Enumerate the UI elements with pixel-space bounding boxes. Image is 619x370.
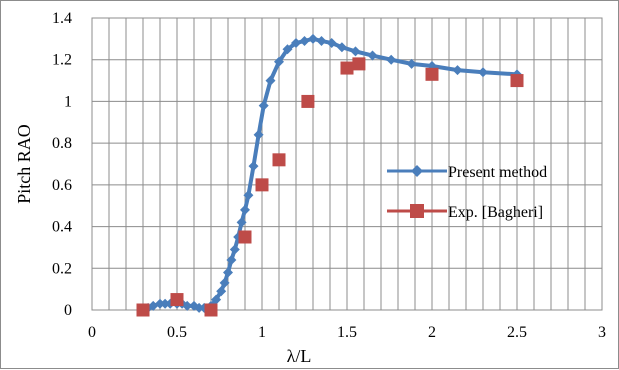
data-point-present-method	[248, 161, 259, 172]
y-tick-label: 0	[64, 302, 72, 319]
data-point-present-method	[406, 58, 417, 69]
y-tick-label: 0.6	[52, 177, 72, 194]
data-point-present-method	[226, 254, 237, 265]
x-tick-label: 2	[428, 324, 436, 341]
legend-marker-exp-bagheri	[410, 204, 424, 218]
data-point-present-method	[194, 302, 205, 313]
data-point-present-method	[316, 35, 327, 46]
data-point-present-method	[240, 204, 250, 215]
data-point-exp-bagheri	[204, 303, 218, 317]
data-point-present-method	[236, 217, 247, 228]
tick-labels: 0 0.2 0.4 0.6 0.8 1 1.2 1.4 0 0.5 1 1.5 2 2.5 3	[52, 10, 606, 341]
y-tick-label: 1.2	[52, 52, 72, 69]
data-point-present-method	[478, 67, 488, 78]
data-point-present-method	[216, 286, 227, 297]
data-point-present-method	[452, 65, 463, 76]
x-tick-label: 3	[598, 324, 606, 341]
data-point-exp-bagheri	[352, 57, 366, 71]
x-tick-label: 0	[88, 324, 96, 341]
data-point-present-method	[291, 38, 301, 49]
grid	[92, 18, 602, 310]
legend-marker-present-method	[411, 165, 423, 177]
data-point-present-method	[253, 129, 264, 140]
data-point-present-method	[155, 298, 165, 309]
data-point-present-method	[219, 277, 230, 288]
data-point-present-method	[265, 75, 276, 86]
data-point-present-method	[211, 294, 222, 305]
data-point-present-method	[326, 38, 337, 49]
data-point-exp-bagheri	[510, 74, 524, 88]
data-point-present-method	[282, 44, 293, 55]
y-tick-label: 1	[64, 93, 72, 110]
data-point-exp-bagheri	[255, 178, 269, 192]
data-point-present-method	[308, 33, 318, 44]
data-point-exp-bagheri	[170, 293, 184, 307]
data-point-present-method	[229, 244, 240, 255]
y-tick-label: 0.2	[52, 260, 72, 277]
plot-area	[91, 17, 603, 311]
data-point-present-method	[386, 54, 397, 65]
data-point-present-method	[299, 35, 310, 46]
y-tick-label: 0.4	[52, 219, 72, 236]
data-point-exp-bagheri	[340, 61, 354, 75]
series-exp-bagheri	[136, 57, 524, 317]
data-point-present-method	[367, 50, 378, 61]
y-tick-label: 0.8	[52, 135, 72, 152]
data-point-present-method	[336, 42, 347, 53]
x-tick-label: 1	[258, 324, 266, 341]
data-point-present-method	[223, 267, 233, 278]
y-tick-label: 1.4	[52, 10, 72, 27]
data-point-present-method	[160, 298, 171, 309]
data-point-present-method	[243, 190, 254, 201]
data-point-present-method	[274, 56, 284, 67]
y-axis-title: Pitch RAO	[14, 124, 34, 204]
data-point-exp-bagheri	[425, 67, 439, 81]
series-layer	[136, 33, 524, 317]
legend: Present method Exp. [Bagheri]	[387, 164, 547, 221]
data-point-exp-bagheri	[301, 94, 315, 108]
data-point-present-method	[350, 46, 361, 57]
legend-label-exp-bagheri: Exp. [Bagheri]	[448, 204, 543, 221]
x-tick-label: 0.5	[167, 324, 187, 341]
legend-label-present-method: Present method	[448, 164, 547, 181]
x-tick-label: 1.5	[337, 324, 357, 341]
data-point-exp-bagheri	[136, 303, 150, 317]
data-point-present-method	[258, 100, 269, 111]
data-point-present-method	[182, 300, 193, 311]
data-point-exp-bagheri	[272, 153, 286, 167]
x-tick-label: 2.5	[507, 324, 527, 341]
x-axis-title: λ/L	[287, 346, 312, 366]
data-point-exp-bagheri	[238, 230, 252, 244]
